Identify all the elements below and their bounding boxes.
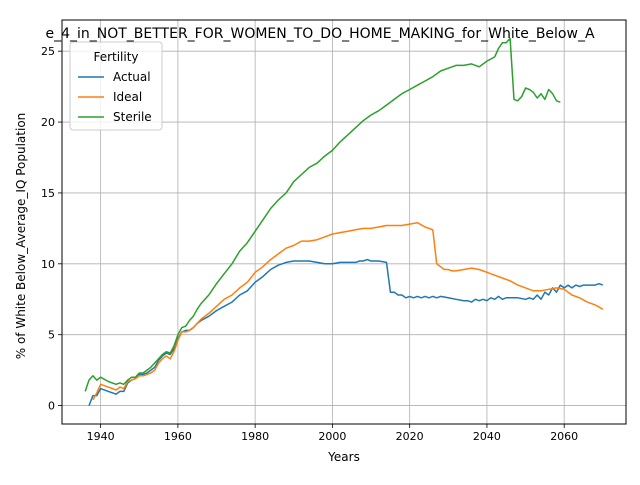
legend-label-ideal: Ideal: [113, 90, 142, 104]
legend-entries: Actual Ideal Sterile: [78, 70, 152, 124]
x-axis-label: Years: [327, 450, 360, 464]
legend-label-sterile: Sterile: [113, 110, 152, 124]
series-line-sterile: [84, 37, 561, 392]
x-tick-label: 1960: [164, 430, 192, 443]
y-tick-label: 25: [41, 45, 55, 58]
legend: Fertility Actual Ideal Sterile: [69, 41, 163, 131]
y-tick-label: 0: [48, 400, 55, 413]
legend-title: Fertility: [93, 50, 138, 64]
grid: [62, 20, 626, 424]
x-tick-label: 2020: [396, 430, 424, 443]
series-lines: [84, 37, 604, 406]
x-tick-label: 2000: [318, 430, 346, 443]
y-tick-label: 15: [41, 187, 55, 200]
legend-label-actual: Actual: [113, 70, 151, 84]
chart-title: e_4_in_NOT_BETTER_FOR_WOMEN_TO_DO_HOME_M…: [45, 26, 594, 42]
plot-frame: [61, 19, 627, 425]
x-tick-label: 1980: [241, 430, 269, 443]
series-line-ideal: [92, 221, 604, 401]
series-line-actual: [88, 258, 604, 406]
legend-box: [69, 41, 163, 131]
y-tick-label: 20: [41, 116, 55, 129]
y-tick-label: 5: [48, 329, 55, 342]
y-axis-label: % of White Below_Average_IQ Population: [14, 113, 28, 360]
axes: 1940 1960 1980 2000 2020 2040 2060 0 5 10 15 20 25: [41, 45, 578, 443]
x-tick-label: 2040: [473, 430, 501, 443]
x-tick-label: 1940: [87, 430, 115, 443]
y-tick-label: 10: [41, 258, 55, 271]
x-tick-label: 2060: [550, 430, 578, 443]
